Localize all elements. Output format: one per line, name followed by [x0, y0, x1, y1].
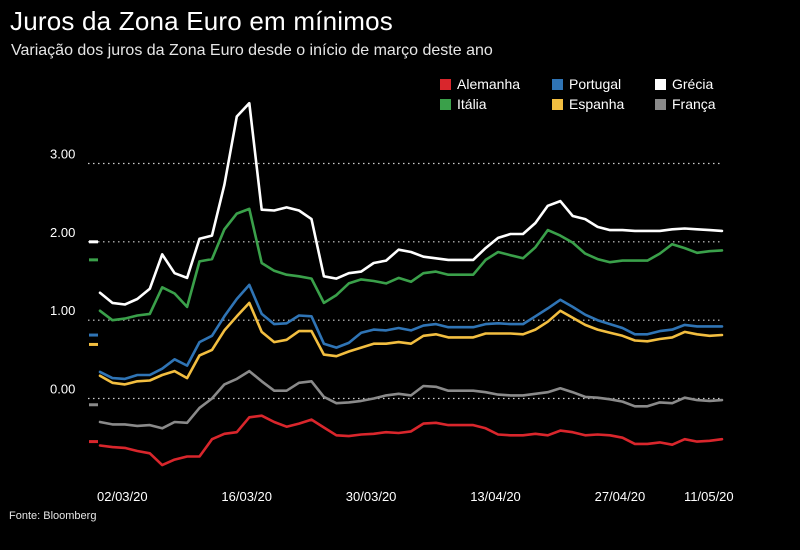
series-line-portugal: [98, 283, 724, 381]
legend-swatch-alemanha: [440, 78, 451, 90]
series-line-franca: [98, 369, 724, 430]
legend-label-franca: França: [672, 96, 716, 112]
series-line-grecia: [98, 101, 724, 306]
legend-swatch-franca: [655, 98, 666, 110]
y-tick-label: 3.00: [50, 147, 75, 162]
legend-swatch-espanha: [552, 98, 563, 110]
chart-title: Juros da Zona Euro em mínimos: [10, 6, 393, 36]
y-tick-label: 1.00: [50, 303, 75, 318]
x-tick-label: 16/03/20: [221, 489, 272, 504]
legend-item-portugal: Portugal: [552, 76, 621, 92]
legend-item-alemanha: Alemanha: [440, 76, 520, 92]
series-line-alemanha: [98, 414, 724, 467]
series-line-italia: [98, 207, 724, 322]
y-tick-label: 2.00: [50, 225, 75, 240]
legend-swatch-italia: [440, 98, 451, 110]
legend-label-italia: Itália: [457, 96, 487, 112]
x-tick-label: 30/03/20: [346, 489, 397, 504]
legend-swatch-portugal: [552, 78, 563, 90]
chart-subtitle: Variação dos juros da Zona Euro desde o …: [11, 42, 493, 59]
legend-item-italia: Itália: [440, 96, 487, 112]
legend-swatch-grecia: [655, 78, 666, 90]
legend-label-grecia: Grécia: [672, 76, 714, 92]
legend-label-alemanha: Alemanha: [457, 76, 521, 92]
x-tick-label: 11/05/20: [684, 489, 734, 504]
series-line-espanha: [98, 301, 724, 386]
source-note: Fonte: Bloomberg: [9, 510, 97, 522]
legend-item-grecia: Grécia: [655, 76, 713, 92]
legend-item-franca: França: [655, 96, 716, 112]
x-tick-label: 27/04/20: [595, 489, 646, 504]
x-tick-label: 02/03/20: [97, 489, 148, 504]
y-tick-label: 0.00: [50, 382, 75, 397]
legend-item-espanha: Espanha: [552, 96, 624, 112]
legend-label-portugal: Portugal: [569, 76, 622, 92]
legend-label-espanha: Espanha: [569, 96, 625, 112]
x-tick-label: 13/04/20: [470, 489, 521, 504]
